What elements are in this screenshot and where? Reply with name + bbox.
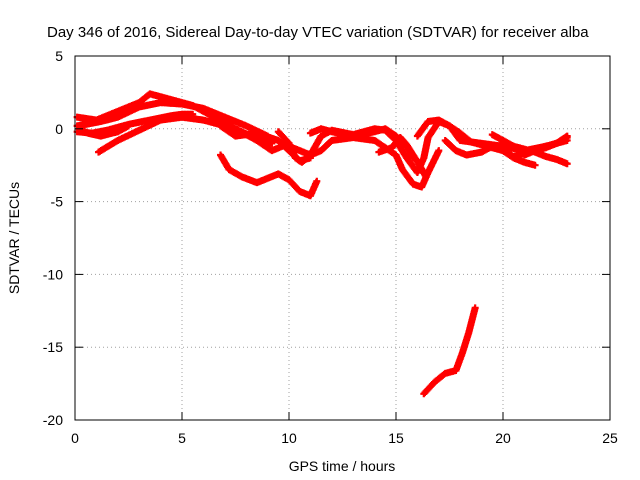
data-points-layer (73, 90, 571, 398)
x-tick-label: 5 (178, 430, 186, 446)
series-track-4 (75, 122, 132, 140)
grid-lines (75, 56, 610, 420)
series-track-16 (420, 304, 479, 398)
y-axis-label: SDTVAR / TECUs (6, 182, 22, 294)
data-point (563, 132, 571, 140)
data-point (531, 161, 539, 169)
x-axis-label: GPS time / hours (289, 458, 396, 474)
x-tick-label: 20 (495, 430, 511, 446)
plot-frame (74, 55, 611, 421)
data-point (313, 177, 321, 185)
x-tick-label: 0 (71, 430, 79, 446)
y-tick-label: -15 (43, 339, 63, 355)
data-point (435, 147, 443, 155)
y-tick-label: -5 (51, 194, 64, 210)
y-tick-label: 0 (55, 121, 63, 137)
x-tick-label: 25 (602, 430, 618, 446)
series-track-10 (306, 125, 417, 162)
data-point (471, 304, 479, 312)
data-point (422, 173, 430, 181)
series-track-11 (375, 134, 430, 181)
series-track-15 (520, 132, 571, 159)
x-tick-label: 10 (281, 430, 297, 446)
x-tick-label: 15 (388, 430, 404, 446)
chart-title: Day 346 of 2016, Sidereal Day-to-day VTE… (47, 24, 589, 41)
y-tick-label: -20 (43, 412, 63, 428)
series-track-7 (217, 151, 321, 200)
y-tick-label: 5 (55, 48, 63, 64)
y-tick-label: -10 (43, 266, 63, 282)
data-point (125, 122, 132, 130)
data-point (563, 160, 571, 168)
axis-ticks: 0 5 10 15 20 25 5 0 -5 -10 -15 -20 (43, 48, 618, 446)
